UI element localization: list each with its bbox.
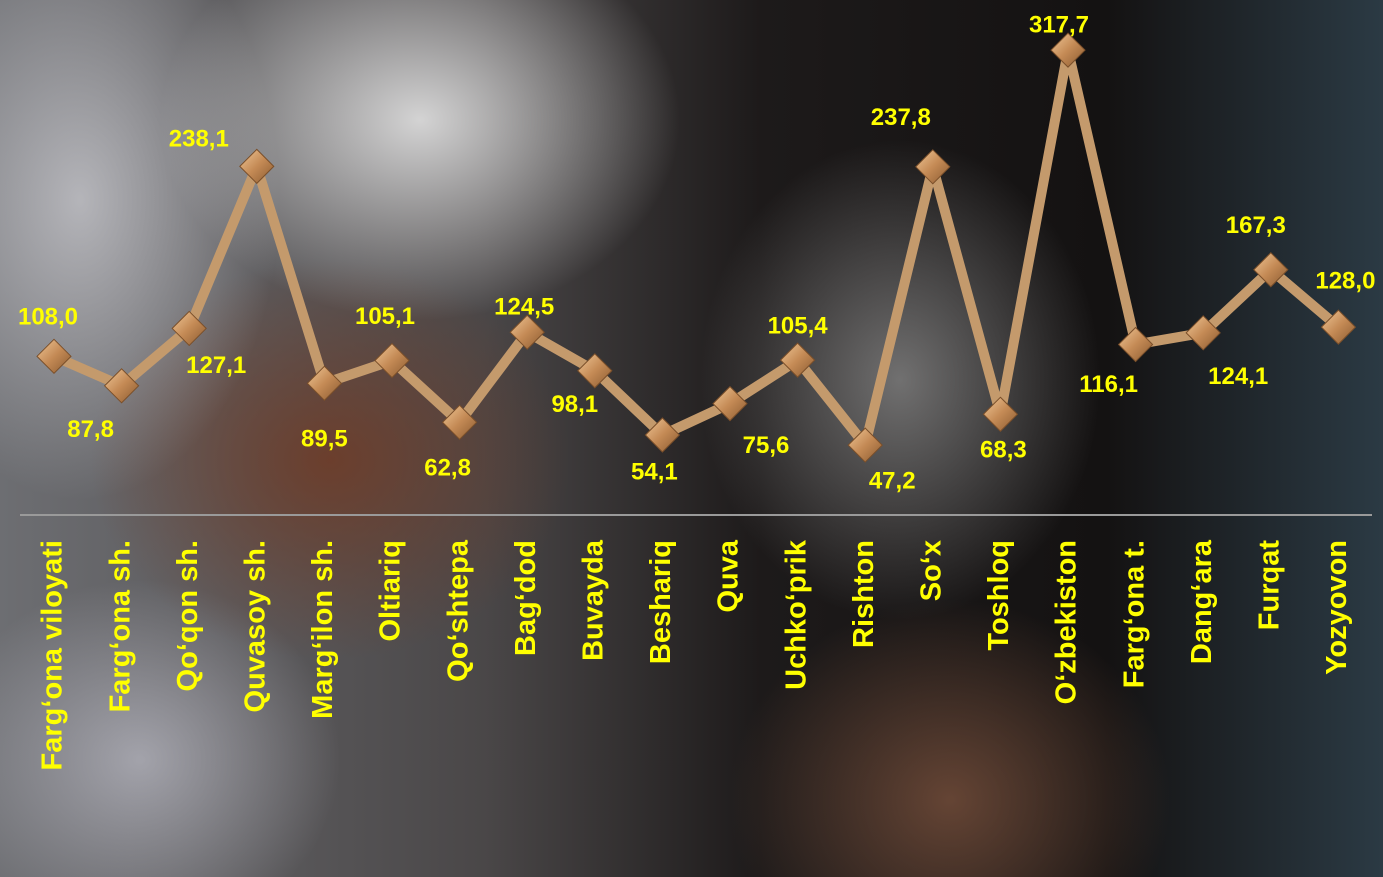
x-tick-label: So‘x xyxy=(915,540,947,601)
data-label: 116,1 xyxy=(1079,371,1138,398)
data-label: 75,6 xyxy=(743,432,790,459)
data-label: 68,3 xyxy=(980,437,1027,464)
x-tick-label: Buvayda xyxy=(577,539,609,661)
data-label: 124,5 xyxy=(494,294,554,321)
data-label: 108,0 xyxy=(18,304,78,331)
x-tick-label: Oltiariq xyxy=(375,540,407,642)
data-point xyxy=(441,404,478,441)
x-tick-label: Yozyovon xyxy=(1321,540,1353,675)
data-point xyxy=(915,149,951,185)
data-label: 127,1 xyxy=(186,352,246,379)
x-tick-label: Beshariq xyxy=(645,540,677,664)
data-point xyxy=(644,417,681,453)
data-label: 87,8 xyxy=(67,416,114,443)
data-label: 128,0 xyxy=(1315,267,1375,294)
x-tick-label: Farg‘ona sh. xyxy=(104,540,136,712)
data-point xyxy=(982,396,1019,432)
data-label: 237,8 xyxy=(871,104,931,131)
x-tick-label: Quva xyxy=(713,539,745,612)
data-label: 167,3 xyxy=(1226,212,1286,239)
x-tick-label: Bag‘dod xyxy=(510,540,542,656)
data-label: 47,2 xyxy=(869,467,916,494)
data-point xyxy=(1050,32,1086,68)
data-point xyxy=(1253,252,1289,288)
data-label: 238,1 xyxy=(169,126,229,153)
data-point xyxy=(577,353,613,389)
x-tick-label: O‘zbekiston xyxy=(1051,540,1083,704)
data-label: 317,7 xyxy=(1029,12,1089,39)
data-label: 62,8 xyxy=(424,455,471,482)
data-point xyxy=(779,342,816,378)
data-point xyxy=(103,368,140,404)
data-label: 124,1 xyxy=(1208,363,1268,390)
data-point xyxy=(374,342,410,379)
x-tick-label: Dang‘ara xyxy=(1186,539,1218,664)
data-point xyxy=(239,148,275,185)
x-tick-label: Qo‘shtepa xyxy=(442,539,474,682)
data-point xyxy=(712,385,748,422)
x-tick-label: Furqat xyxy=(1253,540,1285,631)
x-tick-label: Farg‘ona viloyati xyxy=(37,540,69,770)
data-point xyxy=(847,427,883,463)
x-tick-label: Toshloq xyxy=(983,540,1015,651)
x-tick-label: Farg‘ona t. xyxy=(1118,540,1150,688)
data-point xyxy=(1117,326,1154,363)
data-point xyxy=(36,338,72,375)
x-tick-label: Quvasoy sh. xyxy=(239,540,271,712)
data-point xyxy=(171,310,207,347)
data-label: 54,1 xyxy=(631,458,678,485)
data-label: 105,4 xyxy=(768,312,829,339)
data-label: 98,1 xyxy=(551,391,598,418)
data-label: 89,5 xyxy=(301,426,348,453)
x-tick-label: Marg‘ilon sh. xyxy=(307,540,339,719)
data-line xyxy=(52,49,1342,457)
data-point xyxy=(1185,315,1221,351)
x-tick-label: Uchko‘prik xyxy=(780,539,812,690)
x-tick-label: Rishton xyxy=(848,540,880,648)
x-tick-label: Qo‘qon sh. xyxy=(172,540,204,691)
data-point xyxy=(306,365,343,402)
data-point xyxy=(509,314,545,350)
data-point xyxy=(1320,309,1357,345)
data-label: 105,1 xyxy=(355,303,415,330)
